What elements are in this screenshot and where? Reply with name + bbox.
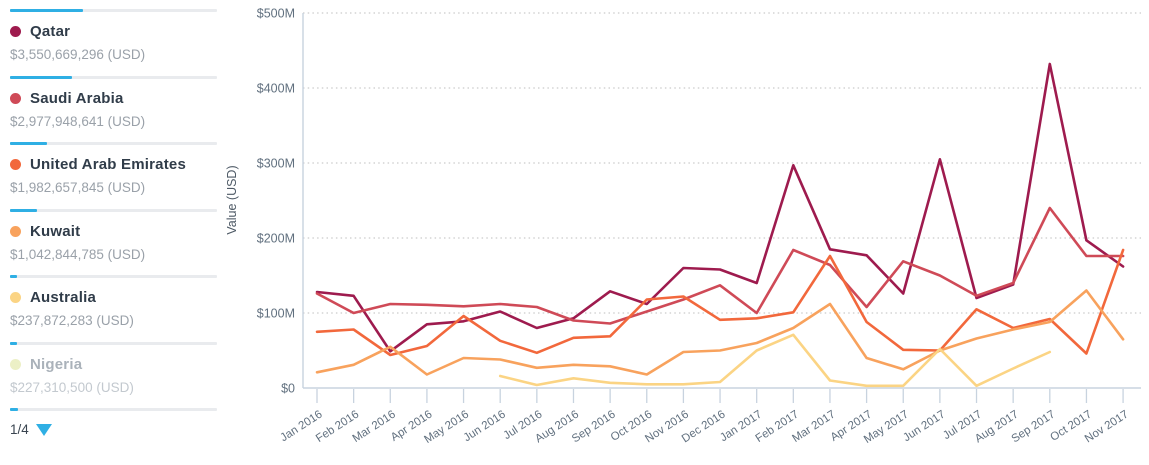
y-tick-label: $200M [257, 232, 295, 246]
line-chart: $0 $100M $200M $300M $400M $500M Value (USD) Ja… [214, 0, 1149, 460]
y-tick-label: $500M [257, 7, 295, 21]
y-tick-label: $400M [257, 82, 295, 96]
series-color-dot [10, 159, 21, 170]
legend-share-bar-fill [10, 275, 18, 278]
series-line-kuwait [315, 289, 1125, 376]
legend-item-qatar[interactable]: Qatar $3,550,669,296 (USD) [10, 0, 217, 67]
series-color-dot [10, 225, 21, 237]
legend-panel: Qatar $3,550,669,296 (USD) Saudi Arabia $2,… [10, 0, 217, 418]
pager-down-arrow-icon[interactable] [35, 423, 52, 436]
legend-page-indicator: 1/4 [10, 422, 29, 437]
legend-item-united-arab-emirates[interactable]: United Arab Emirates $1,982,657,845 (USD) [10, 133, 217, 200]
legend-country-value: $1,042,844,785 (USD) [10, 246, 146, 262]
legend-share-bar-track [10, 341, 217, 345]
legend-country-name: Australia [30, 289, 96, 306]
y-tick-label: $0 [281, 382, 295, 396]
series-color-dot [10, 292, 21, 303]
legend-item-nigeria[interactable]: Nigeria $227,310,500 (USD) [10, 333, 217, 400]
legend-country-value: $227,310,500 (USD) [10, 379, 134, 395]
series-line-united-arab-emirates [315, 248, 1125, 357]
legend-share-bar-track [10, 75, 217, 79]
legend-item-next-country[interactable] [10, 399, 217, 413]
series-color-dot [10, 358, 21, 370]
x-tick-label: Jun 2016 [462, 408, 508, 444]
legend-share-bar-fill [10, 9, 84, 12]
legend-country-value: $237,872,283 (USD) [10, 313, 134, 328]
legend-country-name: Nigeria [30, 355, 83, 373]
legend-share-bar-track [10, 142, 217, 145]
legend-country-value: $1,982,657,845 (USD) [10, 180, 146, 195]
legend-share-bar-track [10, 408, 217, 411]
series-line-qatar [315, 62, 1125, 353]
legend-item-kuwait[interactable]: Kuwait $1,042,844,785 (USD) [10, 200, 217, 267]
legend-country-name: United Arab Emirates [30, 156, 186, 173]
y-axis-title: Value (USD) [225, 165, 239, 234]
series-line-australia [498, 333, 1052, 388]
legend-share-bar-track [10, 208, 217, 212]
legend-country-name: Qatar [30, 23, 71, 40]
legend-share-bar-track [10, 275, 217, 278]
legend-country-value: $2,977,948,641 (USD) [10, 113, 146, 129]
legend-share-bar-fill [10, 75, 73, 79]
legend-country-name: Saudi Arabia [30, 89, 124, 107]
legend-share-bar-fill [10, 142, 48, 145]
legend-share-bar-fill [10, 341, 18, 345]
y-tick-label: $300M [257, 157, 295, 171]
legend-item-australia[interactable]: Australia $237,872,283 (USD) [10, 266, 217, 333]
legend-share-bar-fill [10, 208, 38, 212]
series-color-dot [10, 26, 21, 37]
legend-country-name: Kuwait [30, 222, 81, 240]
legend-item-saudi-arabia[interactable]: Saudi Arabia $2,977,948,641 (USD) [10, 67, 217, 134]
series-color-dot [10, 92, 21, 104]
series-line-saudi-arabia [315, 206, 1125, 325]
legend-share-bar-track [10, 9, 217, 12]
y-tick-label: $100M [257, 307, 295, 321]
legend-country-value: $3,550,669,296 (USD) [10, 47, 146, 62]
legend-share-bar-fill [10, 408, 19, 411]
legend-pager[interactable]: 1/4 [10, 422, 52, 437]
x-tick-label: Jun 2017 [901, 408, 947, 444]
